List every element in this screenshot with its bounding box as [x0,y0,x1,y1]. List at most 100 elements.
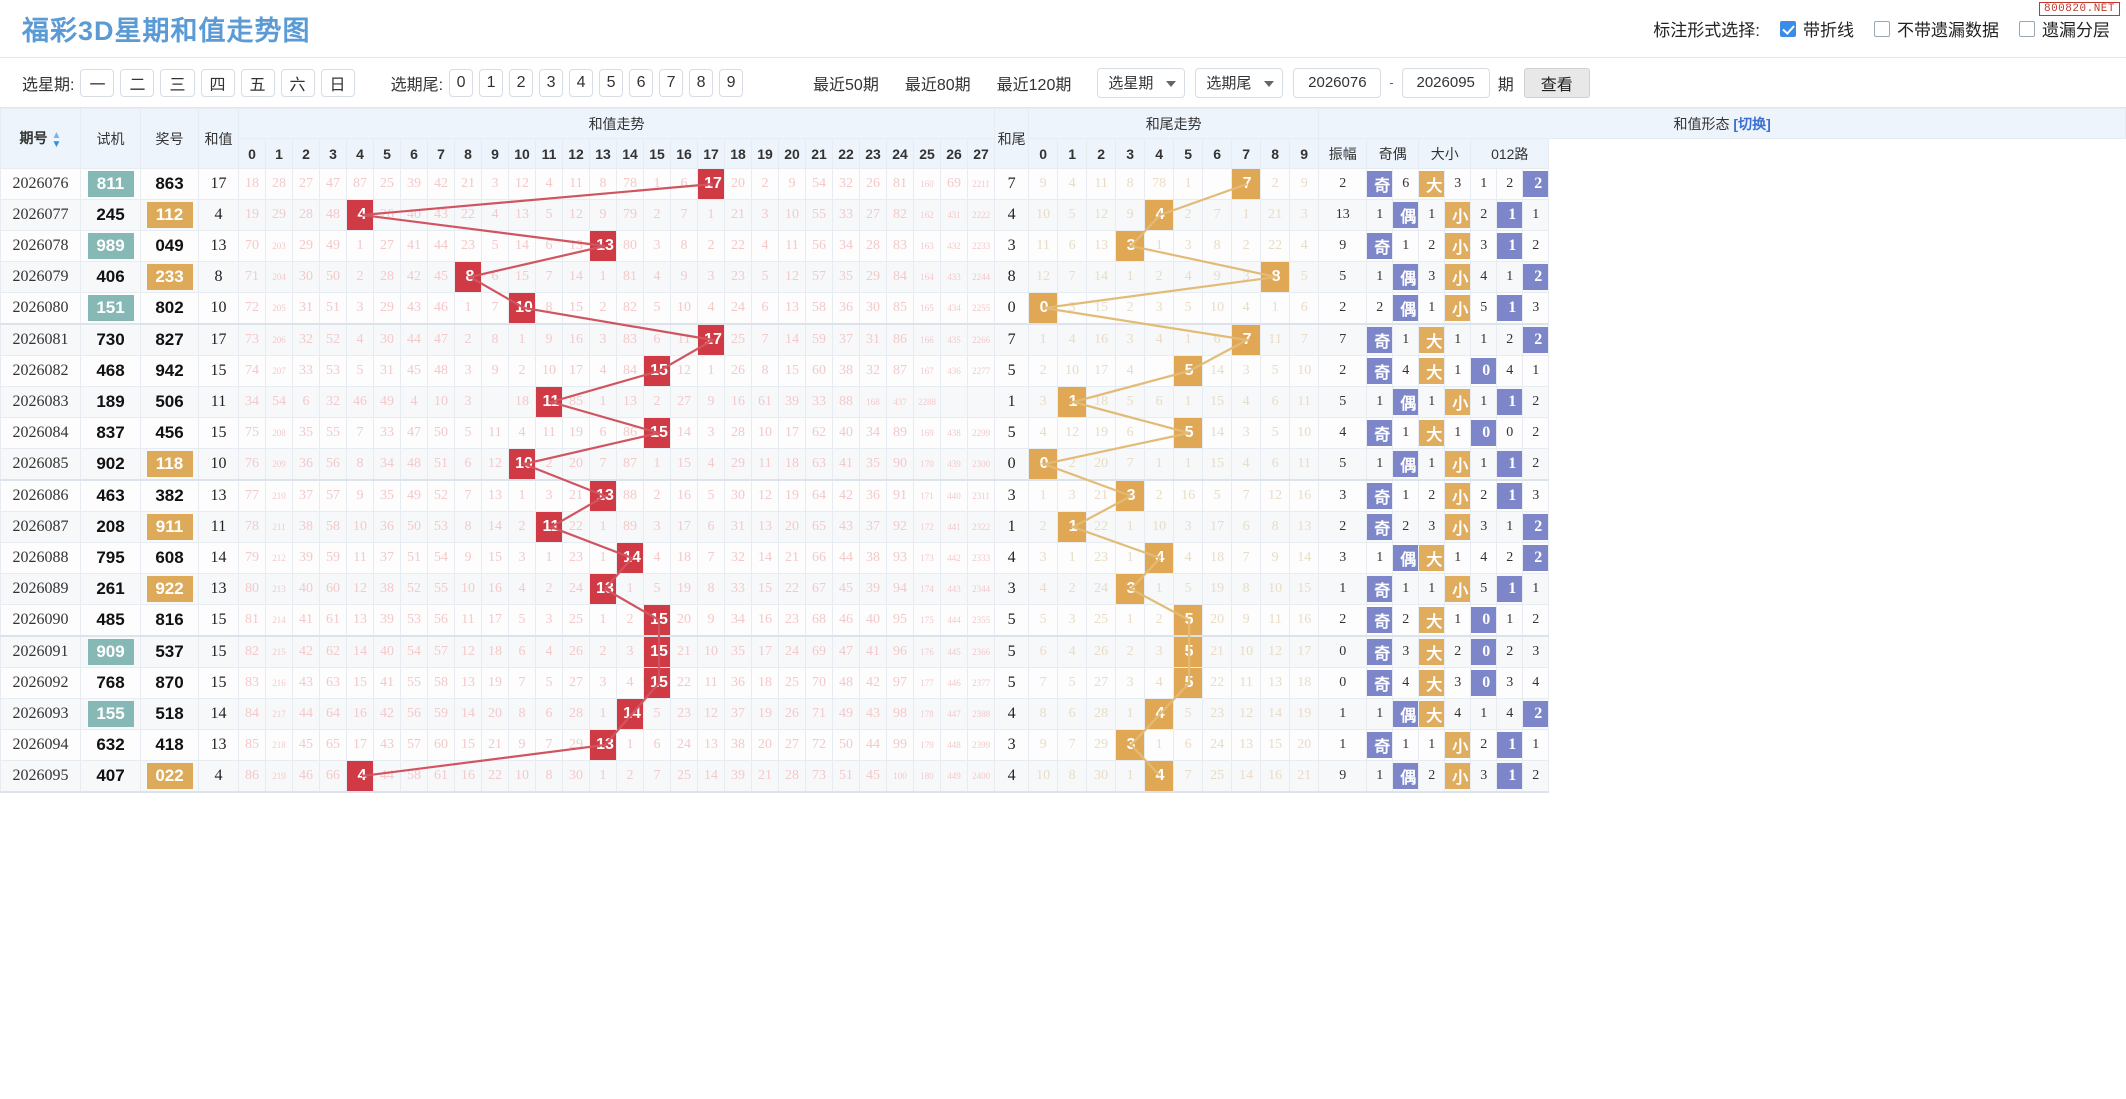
select-tail[interactable]: 选期尾 [1195,67,1284,98]
table-row[interactable]: 2026094 632 418 13 85 218 45 65 17 43 57 60 15 21 9 7 29… [0,729,2126,761]
col-issue[interactable]: 期号 ▲ ▼ [0,108,81,169]
table-row[interactable]: 2026091 909 537 15 82 215 42 62 14 40 54 57 12 18 6 4 26… [0,635,2126,668]
cell-sum: 14 [198,698,239,730]
sort-icon[interactable]: ▲ ▼ [51,129,62,150]
table-row[interactable]: 2026083 189 506 11 34 54 6 32 46 49 4 10 3 18 11 85 1 13 2… [0,386,2126,418]
select-weekday[interactable]: 选星期 [1097,67,1186,98]
chevron-down-icon [1264,80,1275,87]
table-row[interactable]: 2026076 811 863 17 18 28 27 47 87 25 39 42 21 3 12 4 11 8… [0,168,2126,200]
weekday-thu[interactable]: 四 [200,68,235,97]
tail-8[interactable]: 8 [689,68,714,97]
quick-recent-80[interactable]: 最近80期 [904,76,971,94]
table-row[interactable]: 2026085 902 118 10 76 209 36 56 8 34 48 51 6 12 10 2 20 7… [0,448,2126,481]
tail-7[interactable]: 7 [659,68,684,97]
table-row[interactable]: 2026077 245 112 4 19 29 28 48 4 26 40 43 22 4 13 5 12 9 79… [0,199,2126,231]
weekday-sat[interactable]: 六 [280,68,315,97]
cell-issue: 2026092 [0,667,81,699]
tail-4[interactable]: 4 [569,68,594,97]
shape-switch-link[interactable]: [切换] [1733,115,1771,132]
option-miss-layer[interactable]: 遗漏分层 [2019,16,2110,41]
sum-hit-ball: 15 [644,637,670,667]
issue-from-input[interactable]: 2026076 [1293,67,1382,98]
sum-col-11: 11 [535,138,563,169]
sum-cell-19: 6 [751,292,779,325]
tail-5[interactable]: 5 [599,68,624,97]
sum-cell-17: 4 [697,292,725,325]
tail-cell-hit-5: 5 [1173,635,1204,668]
weekday-tue[interactable]: 二 [120,68,155,97]
sum-cell-20: 15 [778,355,806,387]
sum-cell-7: 53 [427,511,455,543]
sum-cell-3: 60 [319,573,347,605]
page-title: 福彩3D星期和值走势图 [22,16,311,46]
table-row[interactable]: 2026078 989 049 13 70 203 29 49 1 27 41 44 23 5 14 6 13 1… [0,230,2126,262]
table-row[interactable]: 2026082 468 942 15 74 207 33 53 5 31 45 48 3 9 2 10 17 4 8… [0,355,2126,387]
cell-sum: 4 [198,199,239,231]
sum-cell-18: 21 [724,199,752,231]
checkbox-with-polyline[interactable] [1780,20,1796,37]
weekday-sun[interactable]: 日 [320,68,355,97]
tail-0[interactable]: 0 [449,68,474,97]
weekday-wed[interactable]: 三 [160,68,195,97]
tail-col-6: 6 [1202,138,1233,169]
tail-cell-9: 16 [1289,479,1320,512]
weekday-fri[interactable]: 五 [240,68,275,97]
sum-hit-ball: 13 [590,481,616,511]
tail-cell-3: 1 [1115,760,1146,793]
tail-9[interactable]: 9 [719,68,744,97]
cell-amp: 2 [1318,511,1368,543]
sum-cell-hit-14: 14 [616,698,644,730]
table-row[interactable]: 2026087 208 911 11 78 211 38 58 10 36 50 53 8 14 2 11 22… [0,511,2126,543]
table-row[interactable]: 2026086 463 382 13 77 210 37 57 9 35 49 52 7 13 1 3 21 13… [0,479,2126,512]
table-row[interactable]: 2026095 407 022 4 86 219 46 66 4 44 58 61 16 22 10 8 30 1… [0,760,2126,793]
sum-cell-19: 12 [751,479,779,512]
tail-cell-0: 11 [1028,230,1059,262]
sum-col-12: 12 [562,138,590,169]
quick-recent-120[interactable]: 最近120期 [996,76,1072,94]
tail-cell-2: 14 [1086,261,1117,293]
option-no-miss-data[interactable]: 不带遗漏数据 [1874,16,1999,41]
tail-6[interactable]: 6 [629,68,654,97]
tail-2[interactable]: 2 [509,68,534,97]
weekday-mon[interactable]: 一 [80,68,115,97]
tail-col-3: 3 [1115,138,1146,169]
parity-mark: 奇 [1367,639,1392,665]
sum-cell-hit-4: 4 [346,760,374,793]
table-row[interactable]: 2026079 406 233 8 71 204 30 50 2 28 42 45 8 6 15 7 14 1 81… [0,261,2126,293]
sum-cell-16: 7 [670,199,698,231]
sum-cell-0: 70 [238,230,266,262]
sum-cell-3: 32 [319,386,347,418]
sum-cell-21: 70 [805,667,833,699]
table-row[interactable]: 2026089 261 922 13 80 213 40 60 12 38 52 55 10 16 4 2 24… [0,573,2126,605]
table-row[interactable]: 2026088 795 608 14 79 212 39 59 11 37 51 54 9 15 3 1 23 1… [0,542,2126,574]
table-row[interactable]: 2026092 768 870 15 83 216 43 63 15 41 55 58 13 19 7 5 27… [0,667,2126,699]
sum-cell-4: 9 [346,479,374,512]
sum-cell-4: 17 [346,729,374,761]
sum-cell-12: 19 [562,417,590,449]
sum-cell-hit-8: 8 [454,261,482,293]
road-cell-hit: 0 [1470,635,1498,668]
checkbox-no-miss-data[interactable] [1874,20,1890,37]
table-row[interactable]: 2026093 155 518 14 84 217 44 64 16 42 56 59 14 20 8 6 28… [0,698,2126,730]
cell-open: 112 [140,199,199,231]
tail-hit-ball: 5 [1174,637,1202,667]
parity-mark: 偶 [1393,763,1418,789]
option-with-polyline[interactable]: 带折线 [1780,16,1854,41]
tail-3[interactable]: 3 [539,68,564,97]
tail-cell-hit-1: 1 [1057,386,1088,418]
checkbox-miss-layer[interactable] [2019,20,2035,37]
view-button[interactable]: 查看 [1523,67,1590,98]
sum-cell-12: 26 [562,635,590,668]
sum-cell-4: 2 [346,261,374,293]
tail-cell-7: 11 [1231,667,1262,699]
tail-1[interactable]: 1 [479,68,504,97]
sum-cell-23: 36 [859,479,887,512]
issue-to-input[interactable]: 2026095 [1401,67,1490,98]
quick-recent-50[interactable]: 最近50期 [813,76,879,94]
parity-cell-miss: 1 [1392,573,1420,605]
table-row[interactable]: 2026084 837 456 15 75 208 35 55 7 33 47 50 5 11 4 11 19 6… [0,417,2126,449]
table-row[interactable]: 2026081 730 827 17 73 206 32 52 4 30 44 47 2 8 1 9 16 3 83… [0,323,2126,356]
sum-hit-ball: 8 [455,262,481,292]
table-row[interactable]: 2026090 485 816 15 81 214 41 61 13 39 53 56 11 17 5 3 25… [0,604,2126,637]
table-row[interactable]: 2026080 151 802 10 72 205 31 51 3 29 43 46 1 7 10 8 15 2 8… [0,292,2126,325]
